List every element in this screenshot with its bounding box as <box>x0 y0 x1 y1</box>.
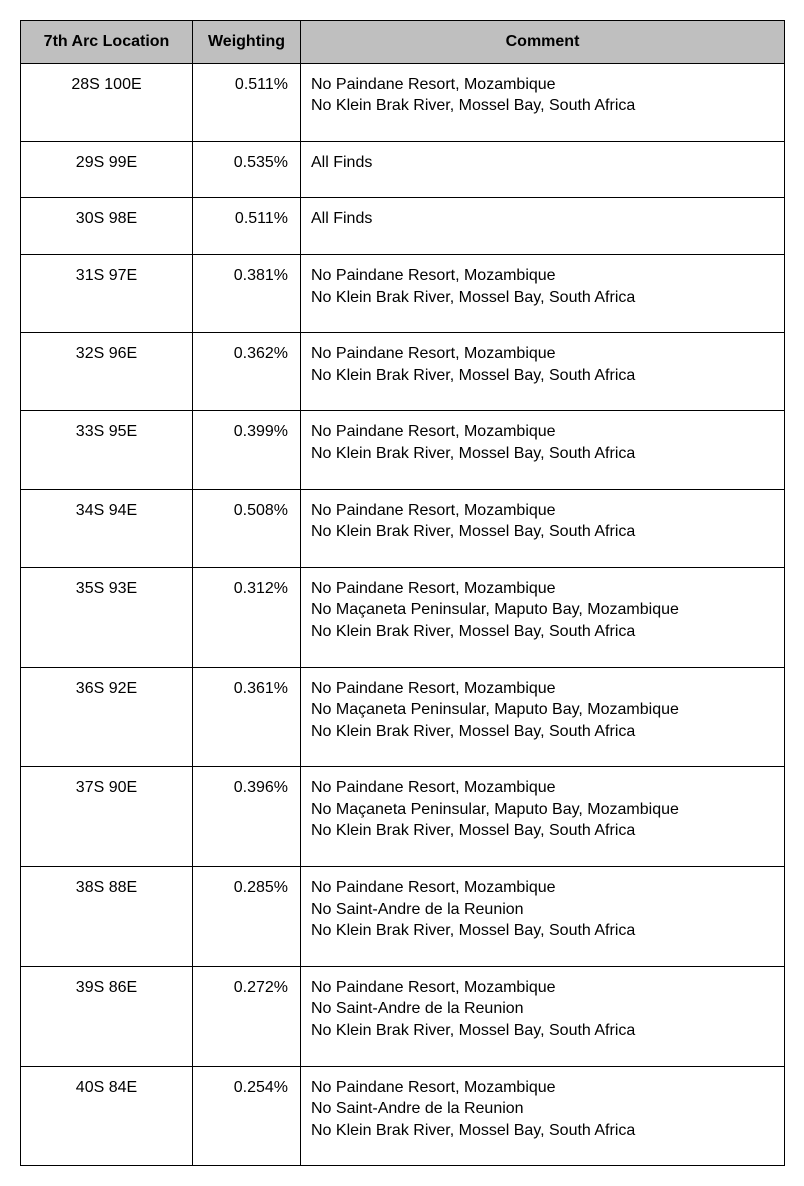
cell-weighting: 0.361% <box>193 667 301 767</box>
cell-comment: No Paindane Resort, Mozambique No Saint-… <box>301 1066 785 1166</box>
cell-weighting: 0.508% <box>193 489 301 567</box>
cell-location: 35S 93E <box>21 567 193 667</box>
table-row: 34S 94E0.508%No Paindane Resort, Mozambi… <box>21 489 785 567</box>
col-header-weighting: Weighting <box>193 21 301 64</box>
cell-location: 31S 97E <box>21 254 193 332</box>
cell-location: 33S 95E <box>21 411 193 489</box>
cell-comment: All Finds <box>301 198 785 255</box>
cell-comment: All Finds <box>301 141 785 198</box>
cell-location: 28S 100E <box>21 63 193 141</box>
table-row: 37S 90E0.396%No Paindane Resort, Mozambi… <box>21 767 785 867</box>
table-row: 36S 92E0.361%No Paindane Resort, Mozambi… <box>21 667 785 767</box>
cell-comment: No Paindane Resort, Mozambique No Saint-… <box>301 966 785 1066</box>
cell-weighting: 0.312% <box>193 567 301 667</box>
cell-weighting: 0.511% <box>193 63 301 141</box>
cell-location: 40S 84E <box>21 1066 193 1166</box>
table-row: 39S 86E0.272%No Paindane Resort, Mozambi… <box>21 966 785 1066</box>
cell-location: 32S 96E <box>21 333 193 411</box>
cell-location: 38S 88E <box>21 867 193 967</box>
cell-comment: No Paindane Resort, Mozambique No Maçane… <box>301 567 785 667</box>
cell-weighting: 0.362% <box>193 333 301 411</box>
cell-location: 30S 98E <box>21 198 193 255</box>
arc-locations-table: 7th Arc Location Weighting Comment 28S 1… <box>20 20 785 1166</box>
cell-location: 39S 86E <box>21 966 193 1066</box>
col-header-location: 7th Arc Location <box>21 21 193 64</box>
cell-comment: No Paindane Resort, Mozambique No Klein … <box>301 254 785 332</box>
cell-location: 29S 99E <box>21 141 193 198</box>
cell-weighting: 0.254% <box>193 1066 301 1166</box>
table-row: 30S 98E0.511%All Finds <box>21 198 785 255</box>
cell-weighting: 0.399% <box>193 411 301 489</box>
cell-comment: No Paindane Resort, Mozambique No Klein … <box>301 63 785 141</box>
table-row: 38S 88E0.285%No Paindane Resort, Mozambi… <box>21 867 785 967</box>
table-row: 31S 97E0.381%No Paindane Resort, Mozambi… <box>21 254 785 332</box>
cell-comment: No Paindane Resort, Mozambique No Klein … <box>301 411 785 489</box>
cell-weighting: 0.381% <box>193 254 301 332</box>
table-row: 40S 84E0.254%No Paindane Resort, Mozambi… <box>21 1066 785 1166</box>
cell-comment: No Paindane Resort, Mozambique No Saint-… <box>301 867 785 967</box>
cell-weighting: 0.511% <box>193 198 301 255</box>
cell-weighting: 0.396% <box>193 767 301 867</box>
cell-weighting: 0.285% <box>193 867 301 967</box>
table-row: 35S 93E0.312%No Paindane Resort, Mozambi… <box>21 567 785 667</box>
cell-comment: No Paindane Resort, Mozambique No Maçane… <box>301 767 785 867</box>
cell-comment: No Paindane Resort, Mozambique No Klein … <box>301 333 785 411</box>
cell-comment: No Paindane Resort, Mozambique No Klein … <box>301 489 785 567</box>
table-row: 28S 100E0.511%No Paindane Resort, Mozamb… <box>21 63 785 141</box>
cell-weighting: 0.272% <box>193 966 301 1066</box>
cell-location: 37S 90E <box>21 767 193 867</box>
cell-location: 34S 94E <box>21 489 193 567</box>
cell-location: 36S 92E <box>21 667 193 767</box>
table-row: 29S 99E0.535%All Finds <box>21 141 785 198</box>
table-row: 33S 95E0.399%No Paindane Resort, Mozambi… <box>21 411 785 489</box>
cell-weighting: 0.535% <box>193 141 301 198</box>
cell-comment: No Paindane Resort, Mozambique No Maçane… <box>301 667 785 767</box>
col-header-comment: Comment <box>301 21 785 64</box>
table-header-row: 7th Arc Location Weighting Comment <box>21 21 785 64</box>
table-row: 32S 96E0.362%No Paindane Resort, Mozambi… <box>21 333 785 411</box>
